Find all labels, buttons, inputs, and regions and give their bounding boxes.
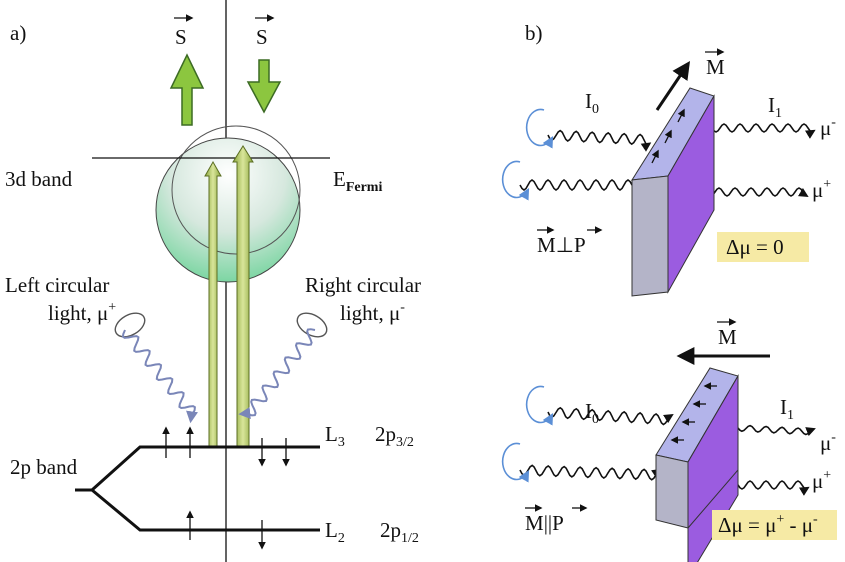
text-part: μ [820, 116, 831, 140]
slab-front [632, 176, 668, 296]
polarization-loop [503, 161, 528, 197]
subscript: Fermi [346, 180, 383, 195]
intensity-label: I1 [768, 93, 782, 121]
spin-down-arrow [248, 60, 280, 112]
text-part: light, μ [340, 301, 400, 325]
text-part: μ [812, 178, 823, 202]
x-ray-wave [712, 124, 814, 132]
magnetization-label: M [718, 325, 737, 349]
relation-label: M⊥P [537, 233, 586, 257]
band-label: 2p band [10, 455, 78, 479]
text-part: I [780, 395, 787, 419]
superscript: - [831, 115, 836, 130]
text-part: P [552, 511, 564, 535]
text-part: 2p [375, 422, 396, 446]
polarization-loop [527, 386, 552, 422]
band-2p-lines [75, 447, 320, 530]
superscript: - [831, 430, 836, 445]
superscript: + [776, 512, 784, 527]
text-part: M [537, 233, 556, 257]
mu-label: μ+ [812, 177, 831, 202]
spin-label: S [175, 25, 187, 49]
orbital-label: 2p1/2 [380, 518, 419, 546]
intensity-label: I1 [780, 395, 794, 423]
level-label: L2 [325, 518, 345, 546]
text-part: μ [812, 469, 823, 493]
polarization-loop [527, 109, 552, 145]
result-label: Δμ = 0 [726, 235, 784, 259]
relation-label: M||P [525, 511, 564, 535]
text-part: Δμ = μ [718, 513, 776, 537]
page: a) S S 3d band EFermi Left circular ligh… [0, 0, 845, 562]
text-part: M [525, 511, 544, 535]
intensity-label: I0 [585, 89, 599, 117]
text-part: light, μ [48, 301, 108, 325]
x-ray-wave [548, 131, 650, 145]
orbital-label: 2p3/2 [375, 422, 414, 450]
spin-up-arrow [171, 55, 203, 125]
x-ray-wave [738, 426, 814, 435]
x-ray-wave [520, 465, 660, 479]
subscript: 0 [592, 102, 599, 117]
text-part: - μ [784, 513, 813, 537]
subscript: 0 [592, 412, 599, 427]
spin-label: S [256, 25, 268, 49]
text-part: I [585, 399, 592, 423]
slab-front [656, 455, 688, 528]
panel-label: a) [10, 21, 26, 45]
superscript: + [823, 468, 831, 483]
text-part: 2p [380, 518, 401, 542]
text-part: E [333, 167, 346, 191]
mu-label: μ- [820, 115, 836, 140]
text-part: L [325, 422, 338, 446]
band-label: 3d band [5, 167, 73, 191]
subscript: 1 [775, 106, 782, 121]
d-band-ball [156, 138, 300, 282]
text-part: I [585, 89, 592, 113]
superscript: - [813, 512, 818, 527]
subscript: 1 [787, 408, 794, 423]
light-waves [123, 329, 315, 421]
polarization-loop [293, 308, 331, 341]
x-ray-wave [548, 408, 672, 425]
level-label: L3 [325, 422, 345, 450]
light-wave [241, 329, 315, 415]
text-part: ⊥ [556, 233, 574, 257]
figure: a) S S 3d band EFermi Left circular ligh… [0, 0, 845, 562]
x-ray-wave [520, 180, 640, 190]
magnetization-label: M [706, 55, 725, 79]
text-part: μ [820, 431, 831, 455]
light-label: Left circular [5, 273, 109, 297]
panel-label: b) [525, 21, 543, 45]
light-wave [123, 330, 195, 421]
superscript: + [108, 300, 116, 315]
light-label: light, μ+ [48, 300, 116, 325]
superscript: + [823, 177, 831, 192]
light-label: light, μ- [340, 300, 405, 325]
text-part: I [768, 93, 775, 117]
fermi-label: EFermi [333, 167, 382, 195]
superscript: - [400, 300, 405, 315]
mu-label: μ+ [812, 468, 831, 493]
subscript: 2 [338, 531, 345, 546]
result-label: Δμ = μ+ - μ- [718, 512, 818, 537]
subscript: 3 [338, 435, 345, 450]
mu-label: μ- [820, 430, 836, 455]
text-part: P [574, 233, 586, 257]
text-part: L [325, 518, 338, 542]
intensity-label: I0 [585, 399, 599, 427]
text-part: || [544, 511, 552, 535]
light-label: Right circular [305, 273, 421, 297]
subscript: 1/2 [401, 531, 419, 546]
subscript: 3/2 [396, 435, 414, 450]
